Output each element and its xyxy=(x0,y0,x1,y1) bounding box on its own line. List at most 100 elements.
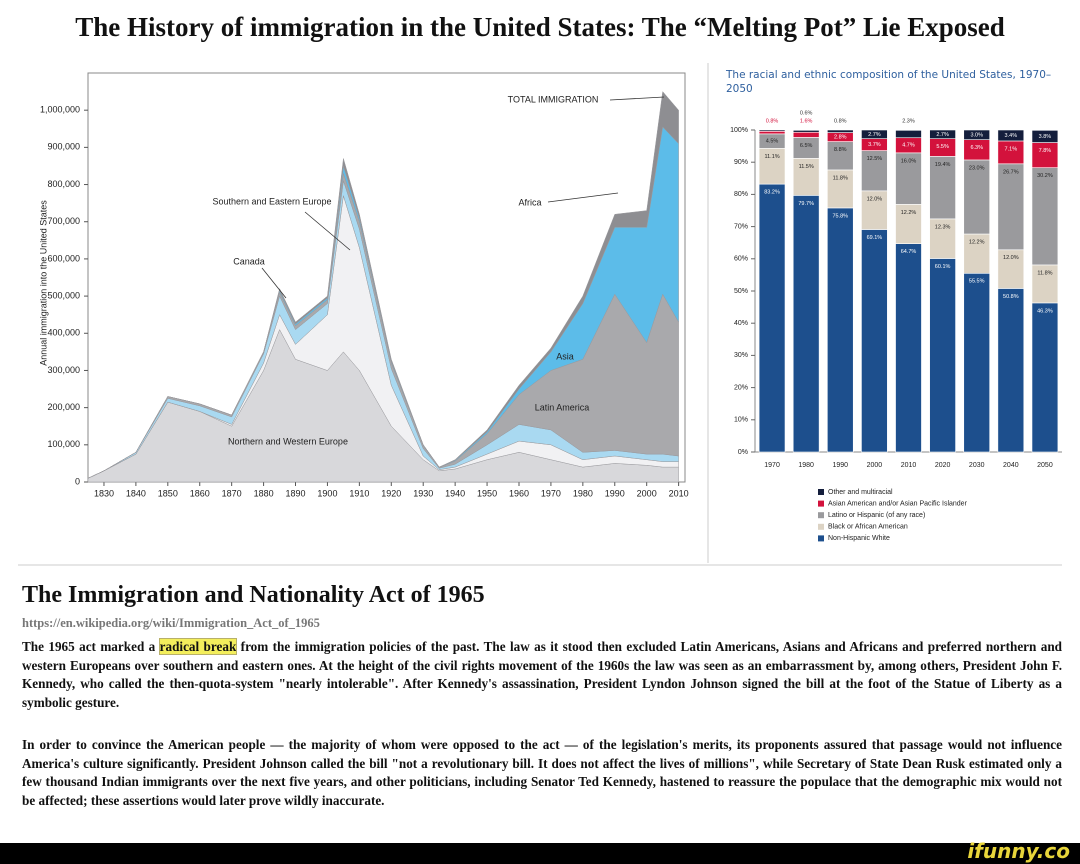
value-label: 2.7% xyxy=(936,132,949,138)
legend-swatch xyxy=(818,512,824,519)
bar-segment xyxy=(963,129,990,140)
bar-segment xyxy=(758,129,786,132)
value-label: 12.2% xyxy=(901,210,917,216)
x-tick-label: 1970 xyxy=(764,462,780,469)
bar-segment xyxy=(758,148,786,185)
x-tick-label: 2010 xyxy=(901,462,917,469)
legend-swatch xyxy=(818,535,824,542)
value-label: 7.1% xyxy=(1005,146,1018,152)
value-label: 2.3% xyxy=(902,118,915,124)
value-label: 60.1% xyxy=(935,264,951,270)
x-tick-label: 1920 xyxy=(381,488,401,498)
value-label: 83.2% xyxy=(764,190,780,196)
value-label: 26.7% xyxy=(1003,169,1019,175)
y-tick-label: 500,000 xyxy=(47,290,80,300)
y-tick-label: 900,000 xyxy=(47,142,80,152)
bar-segment xyxy=(997,288,1025,453)
y-tick-label: 10% xyxy=(734,417,748,424)
bar-segment xyxy=(792,195,820,453)
x-tick-label: 1930 xyxy=(413,488,433,498)
y-tick-label: 1,000,000 xyxy=(40,105,80,115)
x-tick-label: 1940 xyxy=(445,488,465,498)
leader-line xyxy=(609,96,665,101)
value-label: 0.8% xyxy=(766,118,779,124)
y-tick-label: 30% xyxy=(734,352,748,359)
value-label: 5.5% xyxy=(936,144,949,150)
bar-segment xyxy=(997,129,1025,142)
charts: 0 100,000 200,000 300,000 400,000 500,000 600,… xyxy=(18,63,1062,566)
value-label: 0.6% xyxy=(800,110,813,116)
value-label: 4.7% xyxy=(902,143,915,149)
x-tick-label: 2040 xyxy=(1003,462,1019,469)
x-tick-label: 1980 xyxy=(798,462,814,469)
x-tick-label: 2010 xyxy=(669,488,689,498)
bar-segment xyxy=(758,183,786,453)
bar-segment xyxy=(827,207,854,453)
value-label: 12.0% xyxy=(1003,255,1019,261)
value-label: 11.1% xyxy=(764,154,779,160)
value-label: 3.0% xyxy=(970,132,983,138)
y-tick-label: 600,000 xyxy=(47,253,80,263)
bar-segment xyxy=(929,258,956,453)
leader-line xyxy=(547,192,619,203)
area xyxy=(87,91,679,479)
bar-segment xyxy=(1031,167,1059,266)
y-tick-label: 40% xyxy=(734,320,748,327)
value-label: 11.5% xyxy=(799,164,814,170)
value-label: 7.8% xyxy=(1039,148,1052,154)
series-label: Latin America xyxy=(535,402,590,412)
value-label: 79.7% xyxy=(798,201,814,207)
bar-segment xyxy=(861,150,888,192)
article-heading: The Immigration and Nationality Act of 1… xyxy=(22,582,485,608)
series-label: Southern and Eastern Europe xyxy=(212,196,331,206)
value-label: 19.4% xyxy=(935,162,951,168)
bar-segment xyxy=(895,130,922,139)
legend-swatch xyxy=(818,523,824,530)
x-tick-label: 1830 xyxy=(94,488,114,498)
value-label: 11.8% xyxy=(833,175,848,181)
bar-segment xyxy=(827,141,854,171)
bar-segment xyxy=(1031,302,1059,453)
y-tick-label: 60% xyxy=(734,256,748,263)
legend-swatch xyxy=(818,500,824,507)
value-label: 23.0% xyxy=(969,165,985,171)
y-tick-label: 90% xyxy=(734,159,748,166)
text: from the immigration policies of the pas… xyxy=(22,639,1063,710)
x-tick-label: 2050 xyxy=(1037,462,1053,469)
series-label: Africa xyxy=(518,197,541,207)
y-tick-label: 0% xyxy=(738,449,748,456)
x-tick-label: 1970 xyxy=(541,488,561,498)
legend-label: Other and multiracial xyxy=(828,489,893,496)
bar-segment xyxy=(929,129,956,139)
bar-segment xyxy=(895,243,922,453)
x-tick-label: 2030 xyxy=(969,462,985,469)
value-label: 3.7% xyxy=(868,142,881,148)
value-label: 46.3% xyxy=(1037,308,1053,314)
value-label: 4.5% xyxy=(766,139,779,145)
paragraph: The 1965 act marked a radical break from… xyxy=(22,638,1062,712)
x-tick-label: 1880 xyxy=(254,488,274,498)
value-label: 64.7% xyxy=(901,249,917,255)
x-tick-label: 1990 xyxy=(832,462,848,469)
value-label: 12.5% xyxy=(867,156,883,162)
y-tick-label: 100% xyxy=(730,127,748,134)
bar-segment xyxy=(792,158,820,196)
leader-line xyxy=(304,211,351,251)
value-label: 12.0% xyxy=(867,196,883,202)
y-tick-label: 400,000 xyxy=(47,328,80,338)
value-label: 12.2% xyxy=(969,239,985,245)
series-label: Asia xyxy=(556,351,574,361)
bar-segment xyxy=(963,233,990,274)
y-tick-label: 300,000 xyxy=(47,365,80,375)
value-label: 8.8% xyxy=(834,147,847,153)
bar-segment xyxy=(929,156,956,220)
legend-label: Asian American and/or Asian Pacific Isla… xyxy=(828,500,968,507)
value-label: 2.8% xyxy=(834,135,847,141)
watermark: ifunny.co xyxy=(967,839,1070,863)
y-tick-label: 700,000 xyxy=(47,216,80,226)
y-tick-label: 0 xyxy=(75,476,80,486)
y-axis-label: Annual immigration into the United State… xyxy=(38,200,48,366)
bar-segment xyxy=(792,130,820,133)
x-tick-label: 1980 xyxy=(573,488,593,498)
x-tick-label: 1890 xyxy=(285,488,305,498)
